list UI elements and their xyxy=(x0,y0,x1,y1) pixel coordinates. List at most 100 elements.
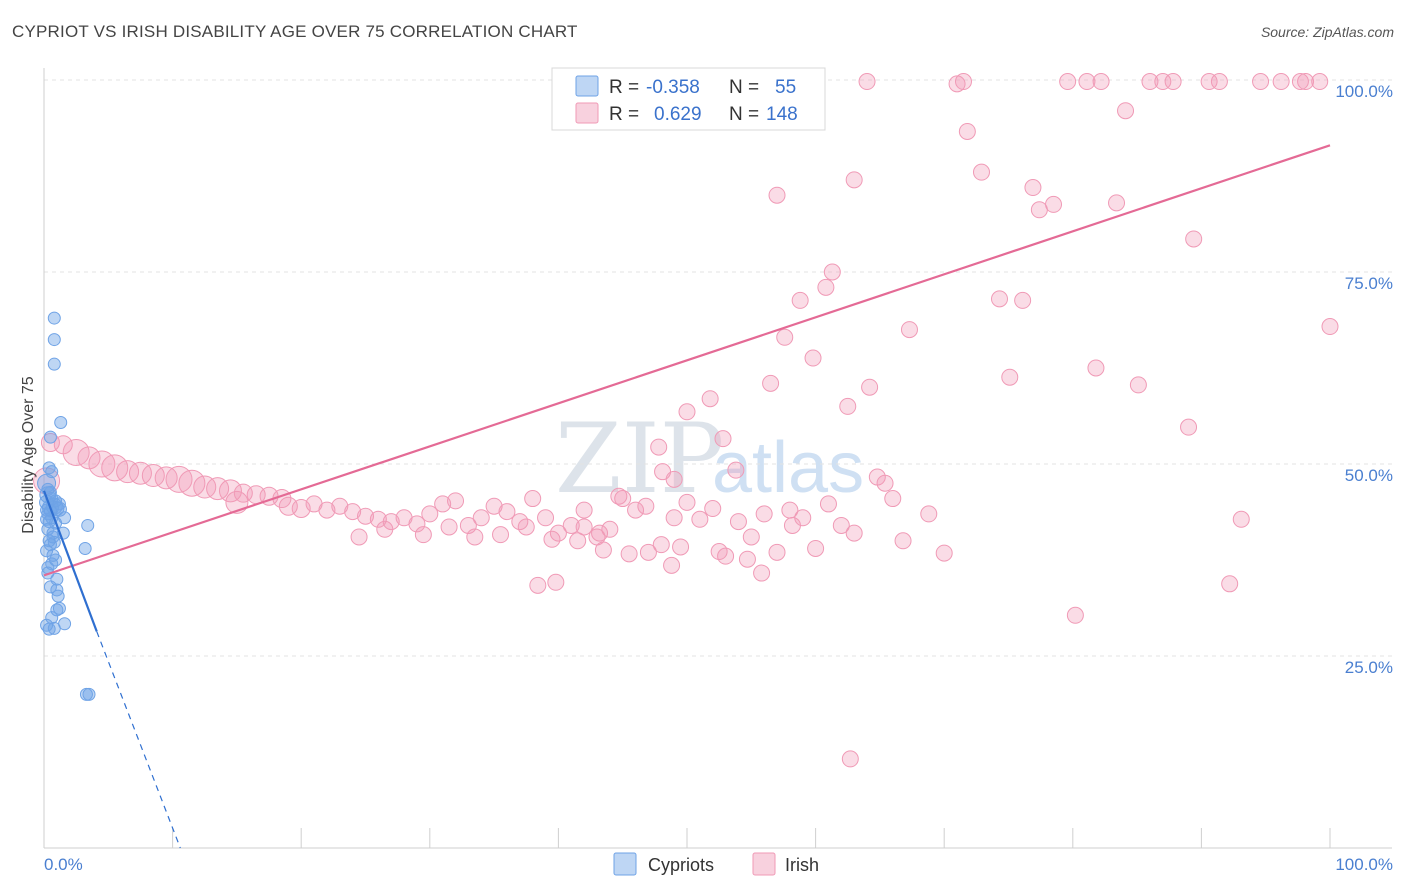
bottom-legend-swatch-cypriots xyxy=(613,852,637,876)
irish-point xyxy=(178,469,206,497)
tick-labels: 25.0% 50.0% 75.0% 100.0% 0.0% 100.0% xyxy=(44,82,1393,874)
irish-point xyxy=(845,171,863,189)
irish-point xyxy=(652,536,670,554)
irish-point xyxy=(665,509,683,527)
cypriot-point xyxy=(43,580,57,594)
irish-point xyxy=(776,328,794,346)
irish-point xyxy=(1180,418,1198,436)
cypriot-trend-line xyxy=(42,490,98,632)
irish-point xyxy=(1291,73,1309,91)
irish-point xyxy=(408,515,426,533)
irish-point xyxy=(823,263,841,281)
irish-point xyxy=(727,461,745,479)
legend-r-value-irish: 0.629 xyxy=(654,104,702,125)
legend-n-value-irish: 148 xyxy=(766,104,798,125)
irish-point xyxy=(547,573,565,591)
irish-point xyxy=(1164,73,1182,91)
irish-point xyxy=(753,564,771,582)
irish-point xyxy=(62,438,90,466)
irish-point xyxy=(620,545,638,563)
legend-r-label-irish: R = xyxy=(609,104,639,125)
irish-point xyxy=(948,75,966,93)
irish-point xyxy=(791,291,809,309)
irish-point xyxy=(350,528,368,546)
irish-point xyxy=(537,509,555,527)
irish-point xyxy=(1087,359,1105,377)
irish-point xyxy=(77,446,101,470)
irish-point xyxy=(841,750,859,768)
irish-point xyxy=(434,495,452,513)
irish-point xyxy=(1210,73,1228,91)
irish-point xyxy=(768,543,786,561)
y-tick-label: 25.0% xyxy=(1345,658,1393,677)
irish-point xyxy=(472,509,490,527)
irish-point xyxy=(1200,73,1218,91)
irish-point xyxy=(569,532,587,550)
irish-point xyxy=(318,501,336,519)
watermark: ZIP atlas xyxy=(555,403,864,515)
irish-point xyxy=(1059,73,1077,91)
cypriot-point xyxy=(47,357,61,371)
irish-point xyxy=(861,378,879,396)
irish-point xyxy=(972,163,990,181)
irish-point xyxy=(954,73,972,91)
irish-point xyxy=(575,518,593,536)
bottom-legend-label-cypriots: Cypriots xyxy=(648,855,714,875)
irish-point xyxy=(768,186,786,204)
cypriot-trend-extension xyxy=(96,631,181,849)
watermark-zip: ZIP xyxy=(555,403,724,515)
irish-point xyxy=(369,510,387,528)
irish-trend-line xyxy=(43,144,1331,577)
irish-point xyxy=(678,493,696,511)
irish-point xyxy=(832,516,850,534)
irish-point xyxy=(1001,368,1019,386)
legend-swatch-cypriots xyxy=(575,75,599,97)
irish-point xyxy=(1221,575,1239,593)
irish-point xyxy=(650,438,668,456)
irish-point xyxy=(1154,73,1172,91)
irish-point xyxy=(1108,194,1126,212)
irish-point xyxy=(116,460,140,484)
irish-point xyxy=(357,507,374,525)
stats-legend: R = -0.358 N = 55 R = 0.629 N = 148 xyxy=(551,67,826,131)
irish-point xyxy=(958,122,976,140)
irish-point xyxy=(485,497,503,515)
trend-lines xyxy=(42,144,1331,849)
irish-point xyxy=(414,526,432,544)
irish-point xyxy=(665,470,683,488)
irish-point xyxy=(920,505,938,523)
irish-point xyxy=(193,475,217,499)
legend-r-label-cypriots: R = xyxy=(609,77,639,98)
cypriot-point xyxy=(52,497,66,511)
irish-point xyxy=(704,500,722,518)
cypriot-point xyxy=(40,544,54,558)
y-axis-label: Disability Age Over 75 xyxy=(20,376,37,534)
y-tick-label: 100.0% xyxy=(1335,82,1393,101)
irish-point xyxy=(1252,73,1270,91)
cypriot-point xyxy=(43,538,57,552)
irish-point xyxy=(492,526,510,544)
irish-point xyxy=(1129,376,1147,394)
cypriot-point xyxy=(47,311,61,325)
irish-point xyxy=(1092,73,1110,91)
irish-point xyxy=(1030,201,1048,219)
axes xyxy=(43,68,1392,849)
irish-point xyxy=(498,503,516,521)
irish-point xyxy=(900,321,918,339)
irish-point xyxy=(755,505,773,523)
cypriot-point xyxy=(42,622,56,636)
irish-point xyxy=(817,278,835,296)
legend-n-label-cypriots: N = xyxy=(729,77,759,98)
irish-point xyxy=(637,497,655,515)
irish-point xyxy=(543,530,561,548)
x-tick-label: 0.0% xyxy=(44,855,83,874)
irish-points xyxy=(33,73,1339,768)
gridlines xyxy=(44,79,1392,657)
irish-point xyxy=(575,501,593,519)
x-tick-label: 100.0% xyxy=(1335,855,1393,874)
irish-point xyxy=(714,430,732,448)
irish-point xyxy=(672,538,690,556)
legend-n-label-irish: N = xyxy=(729,104,759,125)
legend-n-value-cypriots: 55 xyxy=(775,77,796,98)
irish-point xyxy=(1272,73,1290,91)
